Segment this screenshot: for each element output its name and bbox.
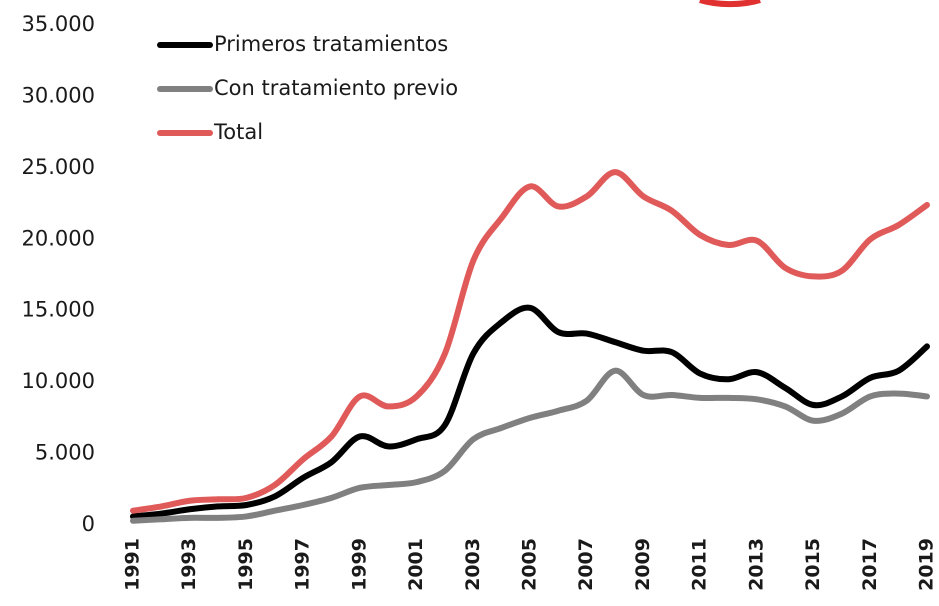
y-tick-label: 35.000: [22, 12, 95, 36]
legend-label: Total: [213, 120, 263, 144]
y-tick-label: 0: [82, 512, 95, 536]
x-tick-label: 2013: [745, 538, 767, 591]
y-tick-label: 30.000: [22, 83, 95, 107]
x-tick-label: 2009: [632, 538, 654, 591]
legend-label: Primeros tratamientos: [214, 32, 448, 56]
x-tick-label: 2001: [405, 538, 427, 591]
x-tick-label: 1995: [235, 538, 257, 591]
x-tick-label: 1993: [178, 538, 200, 591]
x-tick-label: 1999: [348, 538, 370, 591]
x-tick-label: 2003: [462, 538, 484, 591]
x-tick-label: 2019: [916, 538, 938, 591]
y-tick-label: 25.000: [22, 155, 95, 179]
series-line: [130, 304, 930, 520]
y-tick-label: 10.000: [22, 369, 95, 393]
legend-label: Con tratamiento previo: [214, 76, 458, 100]
x-tick-label: 2017: [859, 538, 881, 591]
x-tick-label: 1991: [122, 538, 144, 591]
y-tick-label: 20.000: [22, 226, 95, 250]
x-tick-label: 2015: [802, 538, 824, 591]
x-tick-label: 2005: [519, 538, 541, 591]
series-line: [130, 169, 930, 514]
x-tick-label: 2007: [575, 538, 597, 591]
decoration: [699, 0, 761, 8]
x-tick-label: 2011: [689, 538, 711, 591]
x-tick-label: 1997: [292, 538, 314, 591]
series-line: [130, 367, 930, 524]
y-tick-label: 15.000: [22, 298, 95, 322]
y-tick-label: 5.000: [35, 441, 95, 465]
